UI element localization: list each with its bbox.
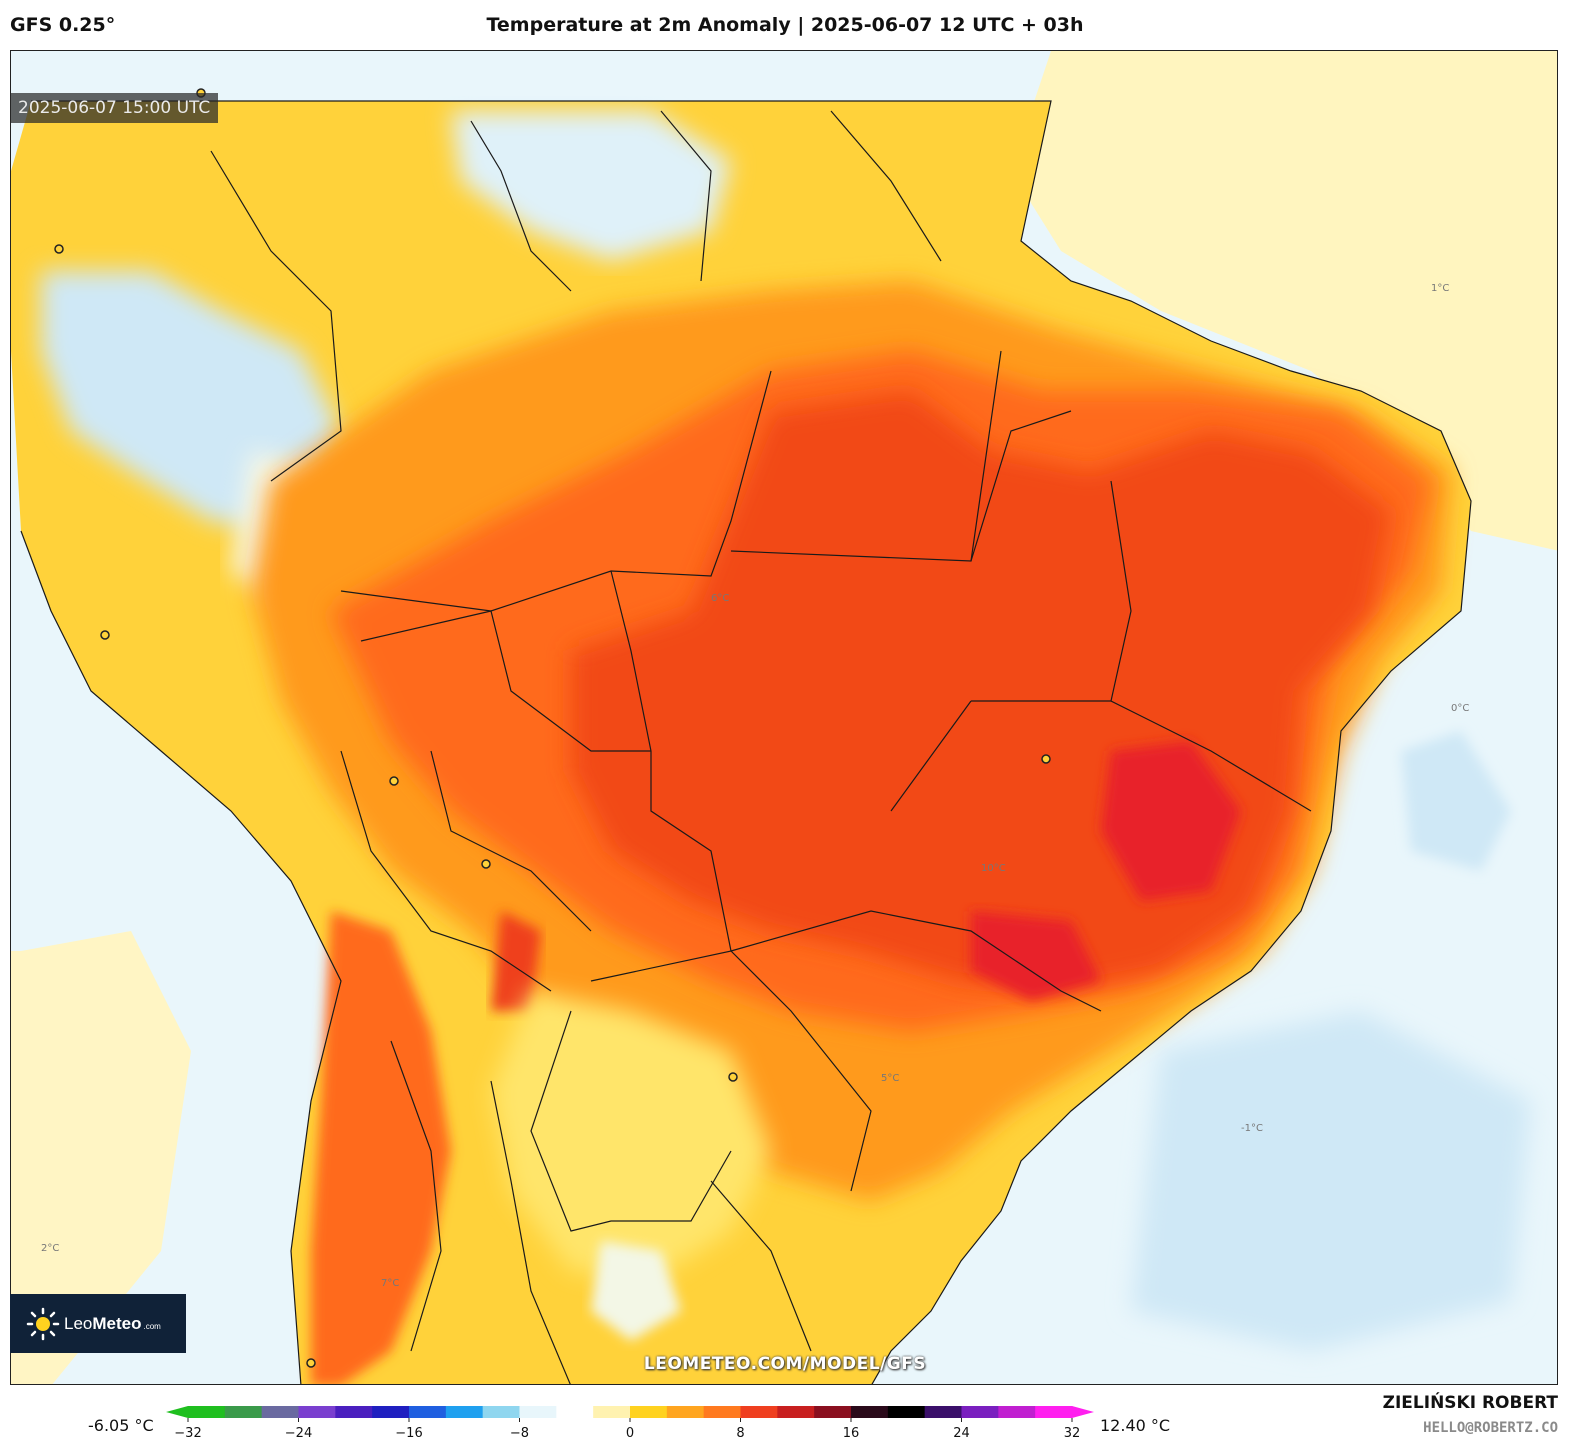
borders <box>20 100 1472 1384</box>
colorbar-tick-label: −32 <box>174 1426 201 1441</box>
contour-label: 2°C <box>41 1243 59 1254</box>
city-marker-la-paz <box>389 776 399 786</box>
colorbar-arrow-high <box>1072 1406 1094 1418</box>
colorbar-tick-label: 8 <box>736 1426 744 1441</box>
mild-area-south <box>591 1241 681 1341</box>
colorbar-segment <box>482 1406 520 1418</box>
city-marker-brasilia <box>1041 754 1051 764</box>
ocean-warm-area-west <box>11 931 191 1384</box>
leometeo-logo[interactable]: LeoMeteo .com <box>10 1294 186 1353</box>
colorbar-segment <box>924 1406 962 1418</box>
colorbar-segment <box>998 1406 1036 1418</box>
logo-suffix: .com <box>143 1322 161 1331</box>
colorbar-tick-label: −16 <box>395 1426 422 1441</box>
valid-time-badge: 2025-06-07 15:00 UTC <box>10 93 219 123</box>
anomaly-max-area <box>1101 741 1241 901</box>
colorbar-segment <box>703 1406 741 1418</box>
colorbar-segment <box>409 1406 447 1418</box>
model-name: GFS 0.25° <box>10 14 116 36</box>
logo-wordmark: LeoMeteo <box>64 1313 142 1333</box>
sun-icon <box>26 1307 60 1340</box>
colorbar-segment <box>298 1406 336 1418</box>
contour-label: 10°C <box>981 863 1006 874</box>
colorbar-max-label: 12.40 °C <box>1100 1416 1171 1435</box>
colorbar-segment <box>851 1406 889 1418</box>
author-email[interactable]: HELLO@ROBERTZ.CO <box>1423 1420 1558 1436</box>
colorbar-tick-label: −8 <box>510 1426 529 1441</box>
contour-labels: 0°C 1°C -1°C 2°C 5°C 6°C 7°C 10°C <box>41 283 1469 1289</box>
colorbar-tick-label: 0 <box>626 1426 634 1441</box>
source-watermark: LEOMETEO.COM/MODEL/GFS <box>643 1354 927 1374</box>
city-marker-sucre <box>481 859 491 869</box>
colorbar-segment <box>1035 1406 1073 1418</box>
anomaly-andes-peak <box>491 911 541 1011</box>
colorbar-tick-label: −24 <box>285 1426 312 1441</box>
colorbar-segment <box>777 1406 815 1418</box>
city-marker-lima <box>100 630 110 640</box>
colorbar-tick-label: 16 <box>843 1426 860 1441</box>
city-marker-asuncion <box>728 1072 738 1082</box>
colorbar-segment <box>224 1406 263 1418</box>
contour-label: 0°C <box>1451 703 1469 714</box>
contour-label: -1°C <box>1241 1123 1263 1134</box>
ocean-cool-area-east <box>1401 731 1511 871</box>
ocean-cool-area-southeast <box>1131 1011 1531 1351</box>
colorbar-segment <box>593 1406 631 1418</box>
colorbar-tick-label: 32 <box>1064 1426 1081 1441</box>
colorbar-tick-label: 24 <box>953 1426 970 1441</box>
colorbar-segment <box>372 1406 410 1418</box>
colorbar-min-label: -6.05 °C <box>88 1416 154 1435</box>
colorbar-segment <box>961 1406 999 1418</box>
city-marker-quito <box>54 244 64 254</box>
contour-label: 6°C <box>711 593 729 604</box>
colorbar-segment <box>666 1406 705 1418</box>
anomaly-yellow-area-south <box>491 991 771 1281</box>
colorbar-segment <box>556 1406 594 1418</box>
colorbar-segment <box>630 1406 668 1418</box>
colorbar-svg: −32 −24 −16 −8 0 8 16 24 32 <box>166 1406 1094 1441</box>
contour-label: 5°C <box>881 1073 899 1084</box>
colorbar-segment <box>261 1406 299 1418</box>
colorbar-arrow-low <box>166 1406 188 1418</box>
anomaly-andes-strip <box>311 911 451 1384</box>
author-name: ZIELIŃSKI ROBERT <box>1382 1393 1558 1413</box>
colorbar-segment <box>188 1406 226 1418</box>
contour-label: 7°C <box>381 1278 399 1289</box>
colorbar-segment <box>740 1406 778 1418</box>
colorbar-segment <box>335 1406 373 1418</box>
contour-label: 1°C <box>1431 283 1449 294</box>
city-marker-santiago <box>306 1358 316 1368</box>
map-title: Temperature at 2m Anomaly | 2025-06-07 1… <box>486 14 1084 36</box>
colorbar-segment <box>519 1406 557 1418</box>
colorbar-segment <box>887 1406 926 1418</box>
colorbar: −32 −24 −16 −8 0 8 16 24 32 <box>160 1400 1100 1445</box>
map-canvas: 0°C 1°C -1°C 2°C 5°C 6°C 7°C 10°C <box>11 51 1557 1384</box>
anomaly-map[interactable]: 0°C 1°C -1°C 2°C 5°C 6°C 7°C 10°C <box>10 50 1558 1385</box>
colorbar-segment <box>445 1406 484 1418</box>
colorbar-segment <box>814 1406 852 1418</box>
anomaly-max-area-south <box>971 911 1101 1001</box>
